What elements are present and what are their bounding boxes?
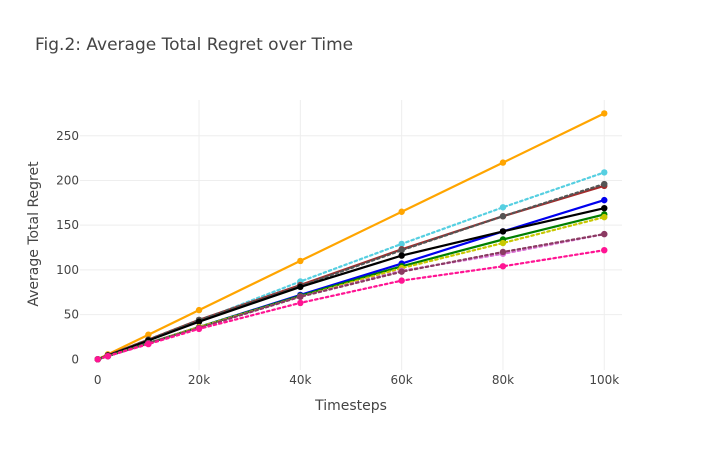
- series-line: [97, 112, 605, 361]
- data-point: [297, 257, 304, 265]
- x-axis-ticks: 0 20k 40k 60k 80k 100k: [94, 373, 619, 387]
- data-point: [601, 204, 608, 212]
- data-point: [145, 331, 152, 338]
- data-point: [195, 325, 203, 333]
- x-tick-label: 80k: [492, 373, 514, 387]
- data-point: [601, 180, 608, 188]
- x-tick-label: 60k: [391, 373, 413, 387]
- data-point: [601, 110, 608, 117]
- data-point: [601, 196, 608, 204]
- y-tick-label: 50: [64, 308, 79, 322]
- data-point: [398, 252, 405, 259]
- data-point: [195, 306, 203, 314]
- data-point: [499, 204, 507, 211]
- data-point: [601, 230, 608, 238]
- data-point: [499, 248, 507, 256]
- y-tick-label: 150: [56, 218, 79, 232]
- data-point: [398, 268, 405, 275]
- y-tick-label: 200: [56, 173, 79, 187]
- data-point: [499, 239, 507, 247]
- series-10: [94, 246, 608, 363]
- y-tick-label: 250: [56, 129, 79, 143]
- data-point: [499, 213, 507, 220]
- data-point: [297, 299, 304, 307]
- data-point: [601, 246, 608, 254]
- series-group: [94, 110, 608, 363]
- data-point: [398, 240, 405, 248]
- data-point: [398, 277, 405, 284]
- x-tick-label: 20k: [188, 373, 210, 387]
- data-point: [499, 263, 507, 270]
- y-axis-ticks: 0 50 100 150 200 250: [56, 129, 79, 367]
- data-point: [94, 356, 101, 363]
- data-point: [145, 340, 152, 348]
- y-tick-label: 100: [56, 263, 79, 277]
- x-tick-label: 0: [94, 373, 102, 387]
- series-line: [96, 249, 606, 361]
- data-point: [398, 208, 405, 215]
- data-point: [297, 293, 304, 300]
- data-point: [104, 352, 112, 360]
- data-point: [601, 213, 608, 221]
- data-point: [195, 318, 203, 325]
- x-tick-label: 40k: [289, 373, 311, 387]
- data-point: [499, 228, 507, 235]
- x-tick-label: 100k: [589, 373, 619, 387]
- data-point: [297, 283, 304, 291]
- data-point: [601, 169, 608, 176]
- y-axis-title: Average Total Regret: [26, 161, 42, 307]
- data-point: [398, 246, 405, 254]
- data-point: [499, 159, 507, 166]
- chart-title: Fig.2: Average Total Regret over Time: [35, 35, 353, 55]
- y-tick-label: 0: [71, 352, 79, 366]
- x-axis-title: Timesteps: [314, 398, 387, 414]
